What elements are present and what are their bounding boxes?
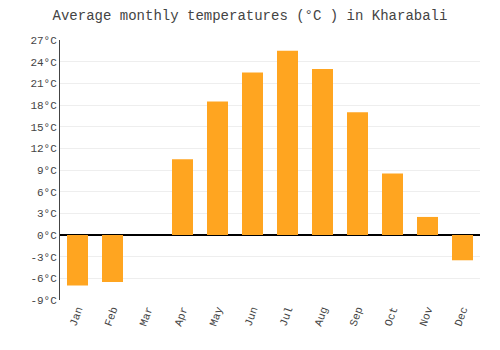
svg-text:-6°C: -6°C: [30, 273, 57, 285]
svg-text:Sep: Sep: [347, 305, 365, 328]
svg-text:Oct: Oct: [382, 305, 400, 328]
svg-text:15°C: 15°C: [30, 122, 57, 134]
svg-text:21°C: 21°C: [30, 78, 57, 90]
svg-text:24°C: 24°C: [30, 57, 57, 69]
svg-text:Apr: Apr: [172, 305, 190, 328]
svg-text:-3°C: -3°C: [30, 252, 57, 264]
svg-text:Nov: Nov: [417, 305, 435, 328]
svg-text:Jan: Jan: [67, 305, 85, 328]
svg-text:Feb: Feb: [102, 305, 120, 328]
svg-text:9°C: 9°C: [37, 165, 57, 177]
svg-text:18°C: 18°C: [30, 100, 57, 112]
svg-text:Jul: Jul: [277, 305, 295, 328]
svg-text:12°C: 12°C: [30, 143, 57, 155]
svg-text:May: May: [207, 305, 225, 328]
svg-text:Mar: Mar: [137, 305, 155, 328]
svg-text:Average monthly temperatures (: Average monthly temperatures (°C ) in Kh…: [53, 8, 448, 24]
svg-text:0°C: 0°C: [37, 230, 57, 242]
svg-text:Aug: Aug: [312, 305, 330, 328]
svg-text:27°C: 27°C: [30, 35, 57, 47]
svg-text:Jun: Jun: [242, 305, 260, 328]
svg-text:-9°C: -9°C: [30, 295, 57, 307]
svg-text:6°C: 6°C: [37, 187, 57, 199]
svg-text:Dec: Dec: [452, 305, 470, 328]
svg-text:3°C: 3°C: [37, 208, 57, 220]
